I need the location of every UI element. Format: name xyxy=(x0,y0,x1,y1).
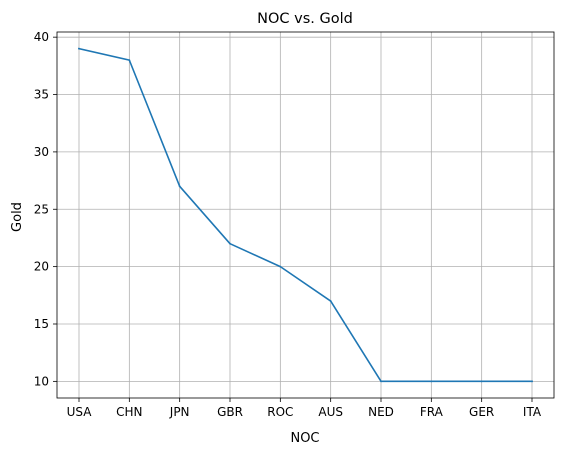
data-point xyxy=(329,300,332,302)
chart-title: NOC vs. Gold xyxy=(257,11,353,27)
grid-lines xyxy=(57,32,554,398)
x-tick-label: ITA xyxy=(523,405,542,419)
x-tick-label: AUS xyxy=(318,405,343,419)
series-layer xyxy=(78,47,533,383)
data-point xyxy=(178,185,181,188)
data-point xyxy=(279,265,282,268)
axis-ticks: USA CHN JPN GBR ROC AUS NED FRA GER ITA 10 15 20 25 30… xyxy=(34,30,542,419)
x-tick-label: GBR xyxy=(217,405,243,419)
y-tick-label: 15 xyxy=(34,317,49,331)
y-tick-label: 40 xyxy=(34,30,49,44)
y-tick-label: 30 xyxy=(34,145,49,159)
x-tick-label: GER xyxy=(469,405,494,419)
data-point xyxy=(480,380,483,383)
x-tick-label: FRA xyxy=(420,405,444,419)
y-tick-label: 35 xyxy=(34,88,49,102)
x-axis-label: NOC xyxy=(290,431,319,446)
x-tick-label: USA xyxy=(67,405,93,419)
data-point xyxy=(531,380,533,383)
data-point xyxy=(78,47,80,50)
y-axis-label: Gold xyxy=(10,202,25,232)
y-tick-label: 25 xyxy=(34,202,49,216)
series-line xyxy=(78,47,533,383)
data-point xyxy=(430,380,433,383)
data-point xyxy=(380,380,382,383)
data-point xyxy=(229,242,231,245)
x-tick-label: NED xyxy=(368,405,394,419)
x-tick-label: JPN xyxy=(169,405,190,419)
axes-frame xyxy=(56,31,555,399)
data-point xyxy=(128,59,131,62)
x-tick-label: CHN xyxy=(116,405,142,419)
y-tick-label: 20 xyxy=(34,260,49,274)
x-tick-label: ROC xyxy=(267,405,293,419)
y-tick-label: 10 xyxy=(34,374,49,388)
